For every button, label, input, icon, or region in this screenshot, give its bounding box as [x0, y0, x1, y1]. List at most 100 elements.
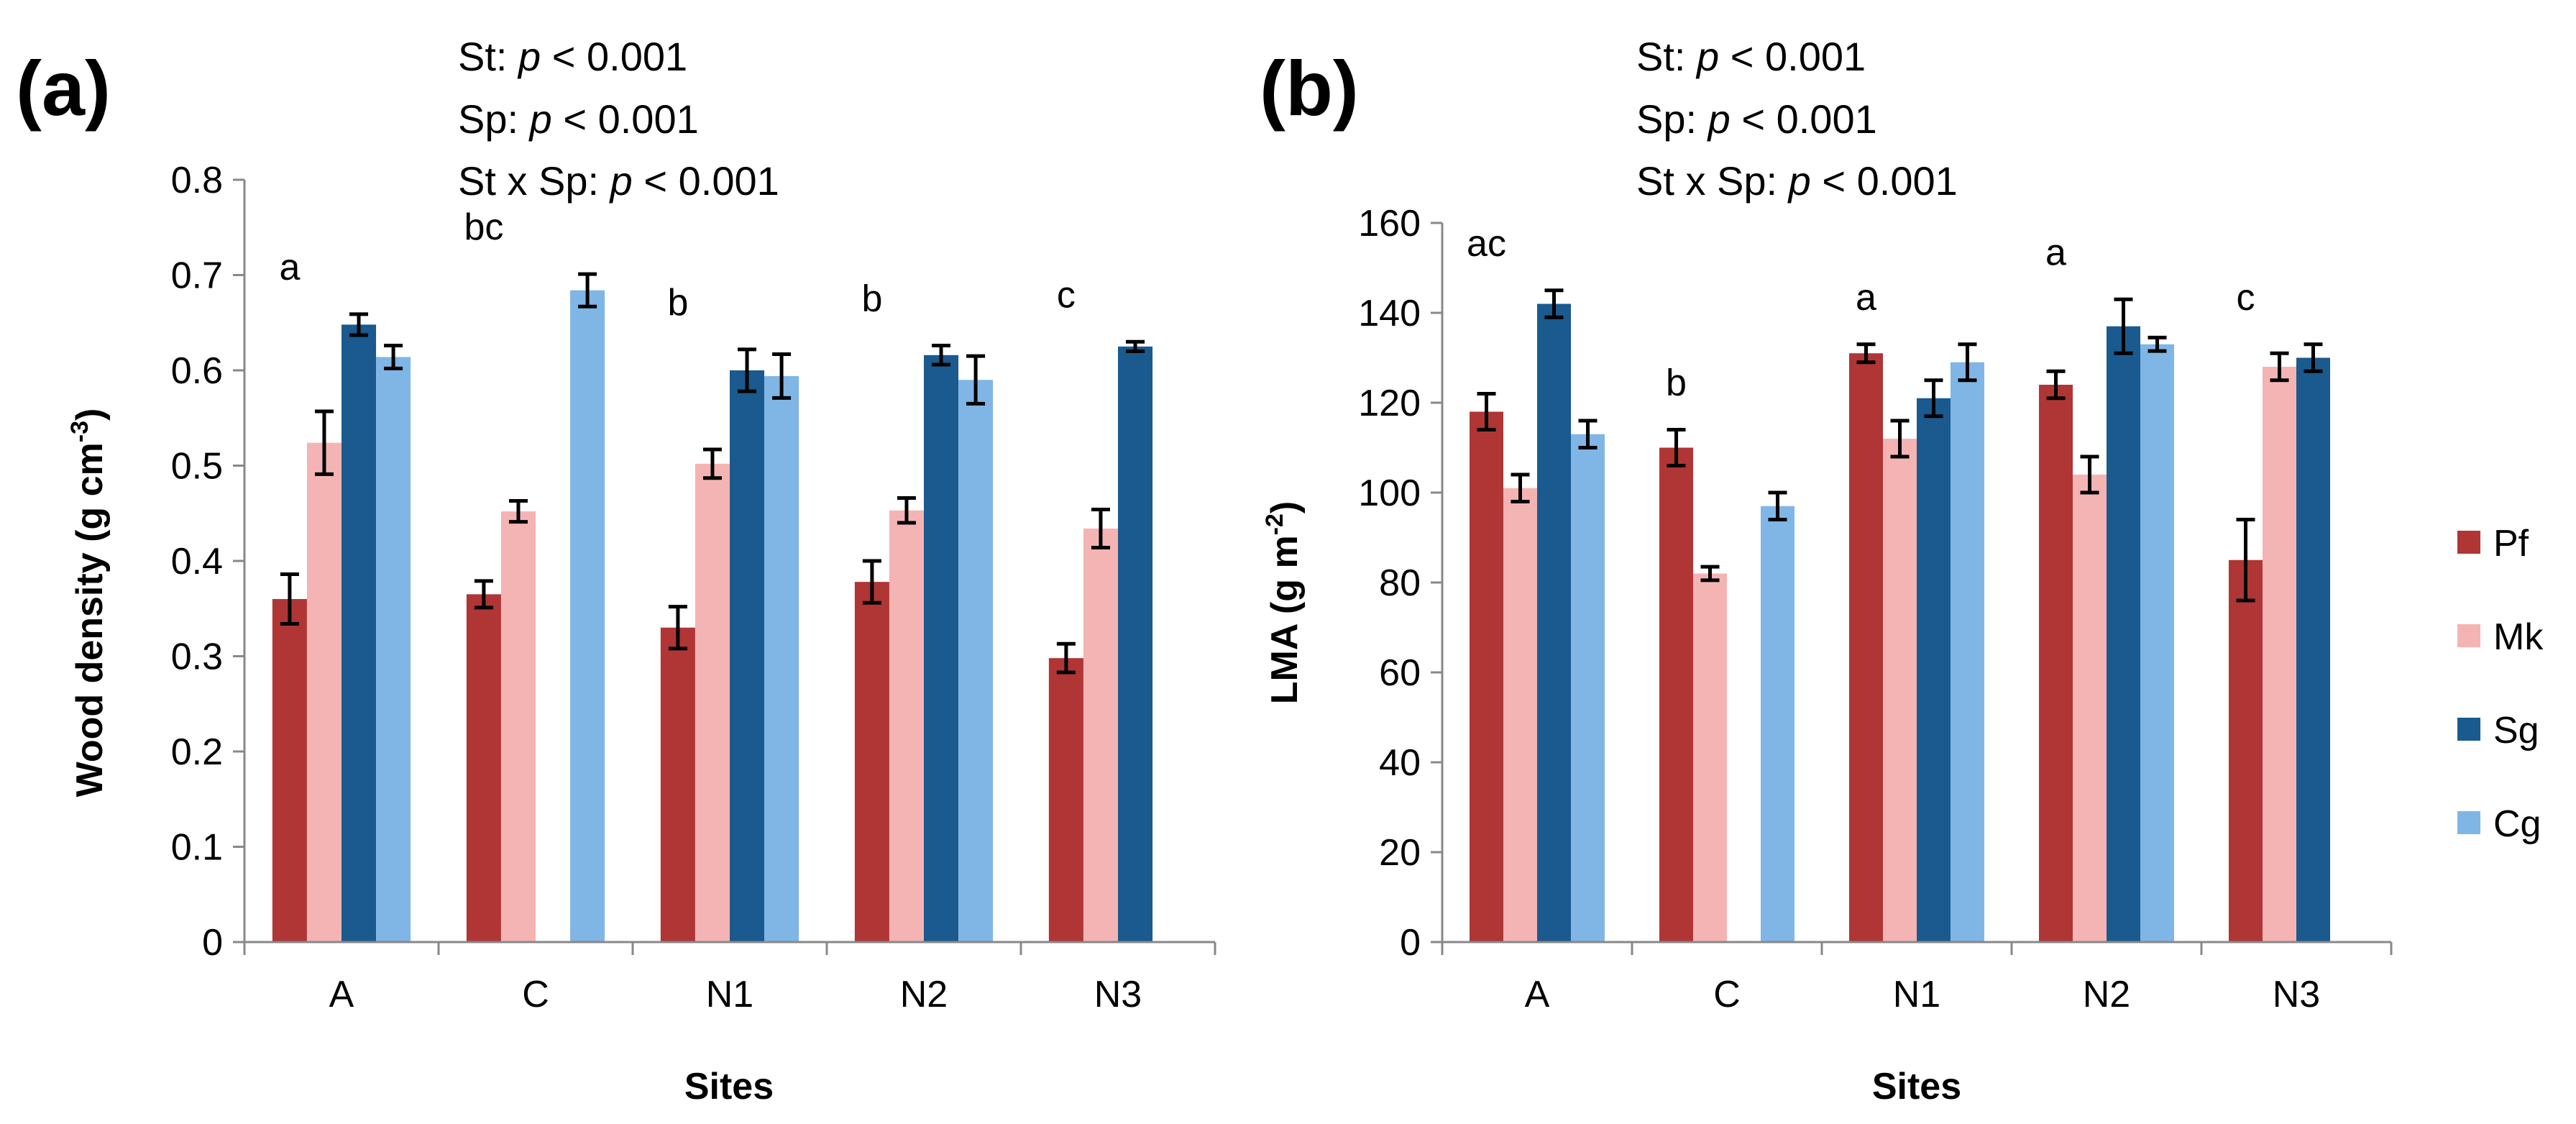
legend-item-cg: Cg — [2457, 803, 2541, 845]
b-error-bar-cg — [1958, 342, 1977, 383]
legend-item-pf: Pf — [2457, 523, 2529, 565]
a-error-bar-sg — [738, 347, 757, 393]
a-error-bar-sg — [1126, 339, 1145, 353]
b-error-bar-cg — [1578, 419, 1598, 449]
a-y-tick-label: 0.2 — [171, 731, 223, 773]
a-y-tick-label: 0.1 — [171, 827, 223, 869]
a-bar-cg — [958, 380, 994, 942]
legend-item-mk: Mk — [2457, 616, 2544, 658]
legend-item-sg: Sg — [2457, 710, 2539, 751]
a-group-letter: bc — [464, 206, 503, 248]
a-bar-cg — [570, 290, 605, 942]
legend-swatch-sg — [2457, 718, 2480, 741]
b-bar-sg — [2296, 357, 2330, 942]
b-y-tick-label: 60 — [1379, 652, 1421, 694]
a-x-tick-label: C — [522, 974, 549, 1015]
a-bar-cg — [764, 375, 799, 942]
b-y-tick-label: 140 — [1358, 293, 1421, 334]
b-group-letter: a — [1856, 277, 1876, 319]
panel-b-axes — [1441, 223, 2391, 943]
b-x-tick-label: N3 — [2273, 974, 2320, 1015]
b-bar-pf — [2039, 385, 2073, 942]
legend-label-mk: Mk — [2493, 616, 2544, 658]
a-x-tick-label: N1 — [706, 974, 753, 1015]
panel-a-axes — [243, 180, 1215, 943]
b-y-tick-label: 120 — [1358, 383, 1421, 424]
b-y-tick-label: 20 — [1379, 832, 1421, 874]
a-bar-sg — [730, 370, 765, 942]
panel-a-bars — [272, 290, 1153, 942]
b-error-bar-pf — [1667, 428, 1686, 467]
b-error-bar-pf — [1856, 342, 1876, 365]
a-bar-sg — [342, 324, 377, 942]
b-group-letter: c — [2237, 277, 2255, 319]
panel-a-stats: St: p < 0.001 Sp: p < 0.001 St x Sp: p <… — [458, 34, 779, 204]
panel-b-stat-st: St: p < 0.001 — [1636, 34, 1866, 79]
panel-a-x-axis-title: Sites — [684, 1066, 774, 1107]
b-bar-mk — [1883, 439, 1917, 942]
b-bar-mk — [1693, 573, 1727, 942]
b-bar-pf — [1470, 411, 1504, 942]
legend-swatch-mk — [2457, 624, 2480, 647]
b-error-bar-cg — [1768, 490, 1787, 521]
a-error-bar-sg — [932, 344, 951, 367]
panel-a-x-ticks: A C N1 N2 N3 — [243, 942, 1216, 1015]
b-bar-pf — [1659, 447, 1694, 942]
legend-label-pf: Pf — [2493, 523, 2529, 565]
a-x-tick-label: N3 — [1094, 974, 1142, 1015]
a-bar-mk — [500, 511, 536, 942]
panel-a-label: (a) — [16, 45, 111, 132]
panel-a: (a) St: p < 0.001 Sp: p < 0.001 St x Sp:… — [16, 34, 1216, 1107]
panel-b-stat-stxsp: St x Sp: p < 0.001 — [1636, 158, 1958, 204]
a-y-tick-label: 0.8 — [171, 160, 223, 201]
a-group-letter: b — [861, 278, 882, 320]
a-error-bar-sg — [349, 312, 369, 337]
b-error-bar-cg — [2148, 335, 2167, 353]
a-error-bar-cg — [772, 352, 792, 400]
legend-label-sg: Sg — [2493, 710, 2539, 751]
panel-a-error-bars — [280, 272, 1145, 675]
panel-a-stat-sp: Sp: p < 0.001 — [458, 96, 699, 142]
legend-label-cg: Cg — [2493, 803, 2541, 845]
b-error-bar-sg — [1924, 378, 1943, 419]
a-error-bar-cg — [578, 272, 597, 309]
legend-swatch-pf — [2457, 531, 2480, 554]
panel-b-stat-sp: Sp: p < 0.001 — [1636, 96, 1877, 142]
a-bar-sg — [924, 355, 959, 942]
a-error-bar-pf — [862, 559, 881, 605]
a-bar-mk — [306, 442, 342, 942]
b-x-tick-label: N2 — [2083, 974, 2130, 1015]
b-bar-sg — [1537, 303, 1571, 942]
a-y-tick-label: 0.6 — [171, 350, 223, 392]
a-bar-pf — [466, 594, 501, 942]
panel-b-y-axis-title: LMA (g m-2) — [1261, 501, 1306, 704]
a-error-bar-pf — [1056, 641, 1076, 675]
a-error-bar-cg — [384, 344, 403, 370]
a-bar-cg — [376, 357, 411, 942]
a-bar-pf — [272, 599, 307, 942]
a-error-bar-mk — [1091, 507, 1110, 549]
b-x-tick-label: A — [1525, 974, 1550, 1015]
b-group-letter: a — [2045, 232, 2066, 273]
b-bar-pf — [2229, 559, 2263, 942]
b-error-bar-mk — [2270, 351, 2289, 383]
panel-b-error-bars — [1477, 288, 2323, 603]
a-error-bar-pf — [474, 579, 493, 610]
a-error-bar-cg — [966, 354, 986, 406]
b-y-tick-label: 160 — [1358, 203, 1421, 245]
a-bar-mk — [695, 463, 730, 942]
panel-b-bars — [1470, 303, 2330, 942]
b-error-bar-mk — [1700, 565, 1720, 582]
a-bar-pf — [1048, 658, 1083, 942]
b-error-bar-pf — [2236, 518, 2255, 603]
a-bar-sg — [1118, 346, 1153, 942]
b-bar-mk — [1503, 488, 1537, 942]
panel-a-y-axis-title: Wood density (g cm-3) — [66, 408, 111, 798]
b-bar-cg — [1950, 362, 1984, 942]
b-x-tick-label: N1 — [1893, 974, 1940, 1015]
b-group-letter: ac — [1467, 223, 1506, 265]
a-group-letter: a — [279, 247, 300, 288]
a-bar-mk — [1083, 528, 1118, 942]
